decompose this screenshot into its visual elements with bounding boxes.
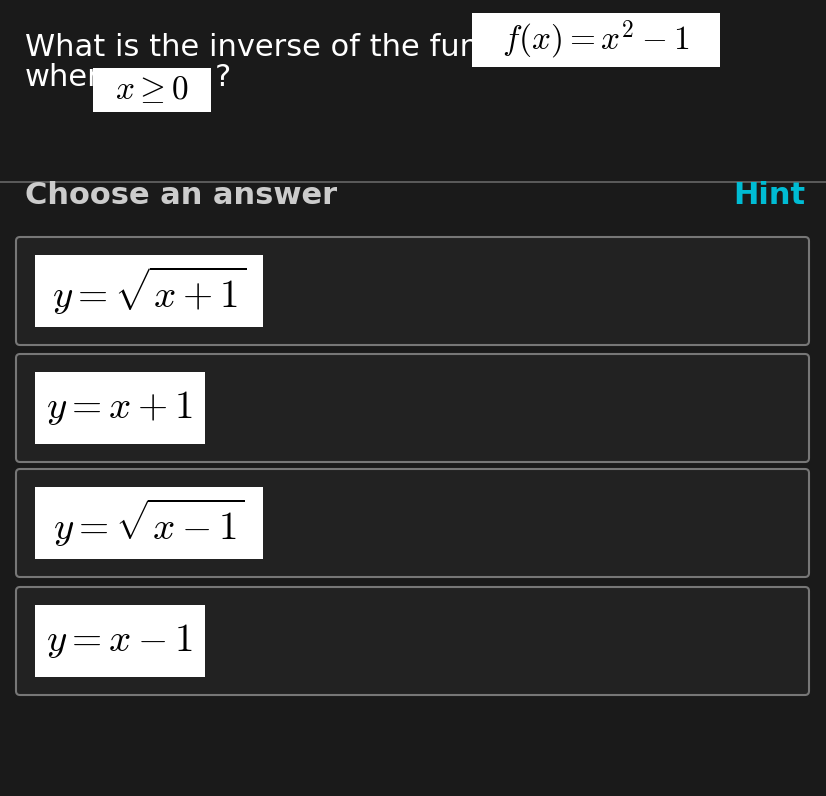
Text: What is the inverse of the function: What is the inverse of the function xyxy=(25,33,554,63)
Text: Hint: Hint xyxy=(733,181,805,210)
FancyBboxPatch shape xyxy=(16,469,809,577)
FancyBboxPatch shape xyxy=(16,237,809,345)
Text: ?: ? xyxy=(215,64,231,92)
Text: where: where xyxy=(25,64,119,92)
FancyBboxPatch shape xyxy=(16,587,809,695)
Text: $f(x) = x^2 - 1$: $f(x) = x^2 - 1$ xyxy=(502,18,690,61)
Text: $y = x-1$: $y = x-1$ xyxy=(46,622,193,660)
Text: $x \geq 0$: $x \geq 0$ xyxy=(115,74,189,106)
Text: Choose an answer: Choose an answer xyxy=(25,181,337,210)
FancyBboxPatch shape xyxy=(472,13,720,67)
Text: $y = \sqrt{x+1}$: $y = \sqrt{x+1}$ xyxy=(52,265,246,317)
FancyBboxPatch shape xyxy=(35,372,205,444)
Text: $y = \sqrt{x-1}$: $y = \sqrt{x-1}$ xyxy=(53,497,245,549)
FancyBboxPatch shape xyxy=(35,255,263,327)
FancyBboxPatch shape xyxy=(35,605,205,677)
FancyBboxPatch shape xyxy=(93,68,211,112)
FancyBboxPatch shape xyxy=(35,487,263,559)
Text: $y = x+1$: $y = x+1$ xyxy=(46,389,193,427)
FancyBboxPatch shape xyxy=(16,354,809,462)
